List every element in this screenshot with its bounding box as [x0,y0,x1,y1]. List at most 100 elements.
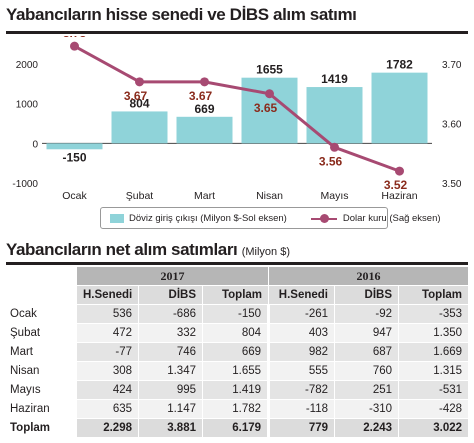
bar-value-label: 669 [194,102,214,116]
line-value-label: 3.67 [189,89,213,103]
table-unit: (Milyon $) [241,246,290,258]
legend-item-line: Dolar kuru (Sağ eksen) [287,213,441,224]
bar-value-label: 1782 [386,58,413,72]
row-label: Nisan [6,361,77,381]
column-header: DİBS [138,285,203,305]
table-cell: 536 [76,304,139,324]
bar-value-label: 1655 [256,63,283,77]
table-title: Yabancıların net alım satımları (Milyon … [6,240,290,260]
x-axis-tick-label: Nisan [256,190,283,202]
table-cell: -686 [138,304,203,324]
table-cell: 746 [138,342,203,362]
left-axis-tick-label: -1000 [12,179,38,190]
table-cell: 424 [76,380,139,400]
year-header-2017: 2017 [75,266,270,286]
left-axis-tick-label: 1000 [16,100,39,111]
table-row: Ocak 536 -686 -150 -261 -92 -353 [6,304,470,324]
column-header: Toplam [201,285,270,305]
line-value-label: 3.73 [63,36,87,40]
table-cell: -782 [268,380,336,400]
table-cell: 1.655 [201,361,271,381]
title-rule [6,31,468,34]
column-header-blank [6,285,77,305]
table-title-text: Yabancıların net alım satımları [6,240,238,259]
series-line [73,44,401,173]
table-cell: 3.022 [398,418,470,438]
x-axis-tick-label: Mayıs [320,190,348,202]
column-header-row: H.Senedi DİBS Toplam H.Senedi DİBS Topla… [6,285,470,305]
table-cell: -261 [268,304,336,324]
line-value-label: 3.65 [254,101,278,115]
right-axis-tick-label: 3.70 [442,60,462,71]
row-label: Mart [6,342,77,362]
table-cell: 2.243 [334,418,400,438]
line-point [330,142,339,152]
table-cell: 472 [76,323,139,343]
column-header: H.Senedi [76,285,139,305]
line-point [200,77,209,87]
table-cell: 403 [268,323,336,343]
table-cell: 308 [76,361,139,381]
table-cell: 995 [138,380,203,400]
chart-legend: Döviz giriş çıkışı (Milyon $-Sol eksen) … [100,207,441,229]
chart-title: Yabancıların hisse senedi ve DİBS alım s… [6,5,357,24]
table-cell: -353 [398,304,470,324]
legend-swatch-line [310,213,337,223]
table-cell: 6.179 [201,418,271,438]
table-row: Nisan 308 1.347 1.655 555 760 1.315 [6,361,470,381]
column-header: Toplam [398,285,470,305]
year-header-row: 2017 2016 [6,266,470,286]
table-cell: 251 [334,380,400,400]
table-row: Şubat 472 332 804 403 947 1.350 [6,323,470,343]
table-cell: 1.147 [138,399,203,419]
table-cell: 779 [268,418,336,438]
table-cell: 947 [334,323,400,343]
table-cell: 1.347 [138,361,203,381]
row-label: Haziran [6,399,77,419]
left-axis-tick-label: 2000 [16,60,39,71]
bar [46,143,103,150]
bar [111,111,168,144]
line-point [265,89,274,99]
row-label: Şubat [6,323,77,343]
year-header-2016: 2016 [268,266,470,286]
table-cell: -118 [268,399,336,419]
line-point [135,77,144,87]
row-label: Toplam [6,418,77,438]
right-axis-tick-label: 3.50 [442,179,462,190]
table-cell: 669 [201,342,271,362]
table-cell: 1.782 [201,399,271,419]
table-row: Haziran 635 1.147 1.782 -118 -310 -428 [6,399,470,419]
combo-chart: 2000 1000 0 -1000 3.70 3.60 3.50 -150 804 669 1655… [12,36,462,202]
column-header: H.Senedi [268,285,336,305]
table-total-row: Toplam 2.298 3.881 6.179 779 2.243 3.022 [6,418,470,438]
bar-value-label: 804 [129,96,149,110]
left-axis-tick-label: 0 [32,139,38,150]
row-label: Mayıs [6,380,77,400]
bar-value-label: 1419 [321,72,348,86]
legend-swatch-bars [110,213,124,223]
table-cell: 1.669 [398,342,470,362]
line-value-label: 3.56 [319,154,343,168]
table-row: Mart -77 746 669 982 687 1.669 [6,342,470,362]
legend-label-line: Dolar kuru (Sağ eksen) [342,212,441,224]
table-cell: 804 [201,323,271,343]
net-trades-table: 2017 2016 H.Senedi DİBS Toplam H.Senedi … [6,266,470,438]
bar [306,87,363,144]
table-cell: 1.315 [398,361,470,381]
row-label: Ocak [6,304,77,324]
table-row: Mayıs 424 995 1.419 -782 251 -531 [6,380,470,400]
year-header-blank [6,266,77,286]
x-axis-tick-label: Haziran [381,190,417,202]
table-cell: 687 [334,342,400,362]
table-cell: 332 [138,323,203,343]
bar-value-label: -150 [62,150,86,164]
column-header: DİBS [334,285,400,305]
table-cell: -92 [334,304,400,324]
line-point [70,41,79,51]
table-cell: 760 [334,361,400,381]
x-axis-tick-label: Mart [194,190,215,202]
legend-label-bars: Döviz giriş çıkışı (Milyon $-Sol eksen) [129,212,287,224]
table-cell: -77 [76,342,139,362]
line-value-label: 3.67 [124,89,148,103]
